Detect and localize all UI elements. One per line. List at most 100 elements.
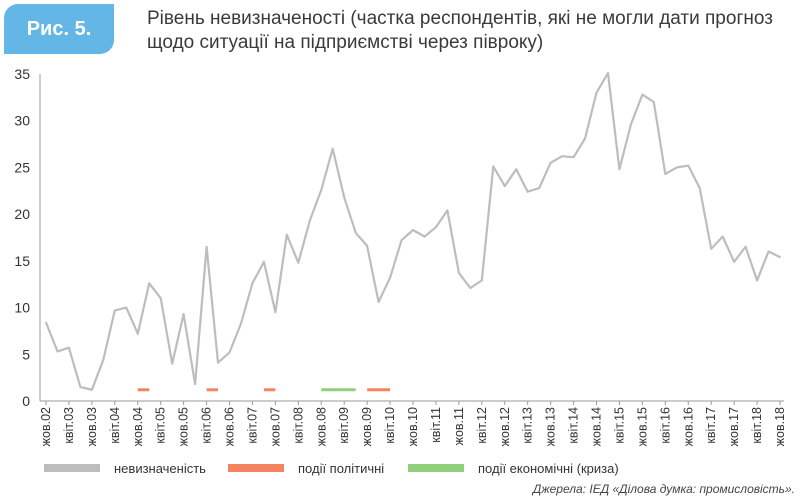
y-tick-label: 0 bbox=[22, 393, 30, 409]
x-tick-label: жов.17 bbox=[727, 407, 741, 446]
x-tick-label: квіт.06 bbox=[200, 407, 214, 444]
data-point bbox=[366, 245, 368, 247]
data-point bbox=[595, 91, 598, 94]
data-point bbox=[331, 147, 334, 150]
data-point bbox=[698, 187, 701, 189]
y-tick-label: 20 bbox=[14, 206, 30, 222]
data-point bbox=[687, 164, 690, 167]
x-tick-label: жов.10 bbox=[406, 407, 420, 446]
data-point bbox=[469, 287, 472, 289]
x-tick-label: квіт.11 bbox=[429, 407, 443, 443]
data-point bbox=[664, 173, 667, 175]
data-point bbox=[354, 231, 357, 234]
data-point bbox=[182, 313, 185, 315]
data-point bbox=[56, 350, 59, 353]
data-point bbox=[389, 276, 391, 279]
data-point bbox=[652, 101, 655, 103]
data-point bbox=[412, 229, 414, 231]
x-tick-label: жов.05 bbox=[177, 407, 191, 446]
y-tick-label: 5 bbox=[22, 346, 30, 362]
data-point bbox=[779, 256, 781, 258]
data-point bbox=[308, 219, 311, 222]
x-tick-label: жов.02 bbox=[39, 407, 53, 446]
data-point bbox=[79, 386, 82, 388]
x-tick-label: квіт.04 bbox=[108, 407, 122, 444]
data-point bbox=[767, 250, 770, 253]
data-point bbox=[102, 359, 105, 361]
x-tick-label: жов.09 bbox=[360, 407, 374, 446]
legend-item-economic: події економічні (криза) bbox=[408, 458, 619, 478]
legend-swatch-economic bbox=[408, 464, 464, 472]
data-point bbox=[159, 297, 162, 300]
x-tick-label: квіт.09 bbox=[337, 407, 351, 444]
legend-item-uncertainty: невизначеність bbox=[44, 458, 206, 478]
legend-swatch-uncertainty bbox=[44, 464, 100, 472]
data-point bbox=[561, 155, 563, 158]
data-point bbox=[228, 351, 231, 354]
uncertainty-line-chart: 0 5 10 15 20 25 30 35 жов.02 квіт.03 жов.03 квіт.04… bbox=[14, 66, 787, 446]
x-tick-label: квіт.18 bbox=[750, 407, 764, 444]
data-point bbox=[733, 260, 735, 263]
data-point bbox=[492, 165, 495, 168]
y-tick-label: 15 bbox=[14, 253, 30, 269]
x-tick-label: квіт.03 bbox=[62, 407, 76, 444]
data-point bbox=[377, 301, 380, 303]
data-point bbox=[285, 233, 288, 236]
data-point bbox=[503, 185, 506, 187]
y-tick-label: 30 bbox=[14, 113, 30, 129]
data-point bbox=[343, 196, 346, 199]
figure-title: Рівень невизначеності (частка респондент… bbox=[147, 8, 773, 53]
y-tick-label: 10 bbox=[14, 300, 30, 316]
data-point bbox=[263, 260, 265, 263]
x-tick-label: жов.04 bbox=[131, 407, 145, 446]
x-tick-label: квіт.10 bbox=[383, 407, 397, 444]
data-point bbox=[217, 361, 219, 364]
data-point bbox=[641, 93, 644, 96]
x-tick-label: жов.03 bbox=[85, 407, 99, 446]
legend: невизначеність події політичні події еко… bbox=[0, 458, 803, 478]
data-point bbox=[572, 156, 575, 159]
x-tick-label: квіт.08 bbox=[291, 407, 305, 444]
data-point bbox=[446, 209, 449, 212]
x-tick-label: жов.07 bbox=[268, 407, 282, 446]
data-point bbox=[435, 226, 437, 229]
series-line-uncertainty bbox=[44, 72, 781, 391]
data-point bbox=[538, 187, 541, 189]
data-point bbox=[136, 332, 139, 335]
data-point bbox=[630, 123, 632, 126]
x-tick-label: квіт.14 bbox=[567, 407, 581, 444]
data-point bbox=[480, 279, 483, 282]
data-point bbox=[400, 239, 403, 242]
x-tick-label: жов.06 bbox=[223, 407, 237, 446]
data-point bbox=[458, 272, 460, 274]
data-point bbox=[125, 306, 128, 309]
legend-item-political: події політичні bbox=[228, 458, 384, 478]
x-tick-label: жов.14 bbox=[590, 407, 604, 446]
data-point bbox=[113, 309, 116, 312]
x-tick-label: жов.11 bbox=[452, 407, 466, 445]
x-tick-label: жов.16 bbox=[681, 407, 695, 446]
data-point bbox=[148, 282, 151, 285]
data-point bbox=[584, 137, 586, 140]
x-tick-label: жов.12 bbox=[498, 407, 512, 446]
data-point bbox=[320, 189, 323, 191]
data-point bbox=[618, 168, 621, 171]
data-point bbox=[756, 279, 758, 282]
data-point bbox=[274, 311, 277, 314]
x-tick-label: жов.15 bbox=[635, 407, 649, 446]
data-point bbox=[607, 72, 609, 74]
x-tick-label: квіт.12 bbox=[475, 407, 489, 444]
data-point bbox=[240, 322, 242, 325]
legend-label-economic: події економічні (криза) bbox=[478, 460, 619, 476]
figure-header: Рис. 5. Рівень невизначеності (частка ре… bbox=[0, 0, 803, 62]
source-note: Джерела: ІЕД «Ділова думка: промисловіст… bbox=[532, 482, 795, 496]
x-tick-label: жов.13 bbox=[544, 407, 558, 446]
data-point bbox=[423, 235, 426, 238]
x-tick-label: квіт.13 bbox=[521, 407, 535, 444]
x-tick-label: квіт.07 bbox=[245, 407, 259, 444]
x-tick-label: жов.18 bbox=[773, 407, 787, 446]
data-point bbox=[194, 383, 197, 386]
data-point bbox=[549, 161, 552, 164]
x-tick-label: квіт.05 bbox=[154, 407, 168, 444]
data-point bbox=[675, 166, 678, 169]
